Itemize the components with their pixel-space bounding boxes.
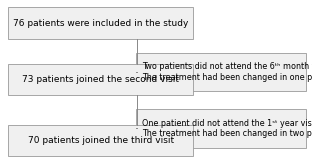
FancyBboxPatch shape	[136, 53, 306, 91]
FancyBboxPatch shape	[8, 64, 193, 95]
Text: 70 patients joined the third visit: 70 patients joined the third visit	[27, 136, 174, 145]
Text: 73 patients joined the second visit: 73 patients joined the second visit	[22, 75, 179, 84]
FancyBboxPatch shape	[8, 7, 193, 39]
Text: One patient did not attend the 1ˢᵗ year visit.
The treatment had been changed in: One patient did not attend the 1ˢᵗ year …	[142, 119, 312, 138]
FancyBboxPatch shape	[136, 109, 306, 148]
FancyBboxPatch shape	[8, 125, 193, 156]
Text: 76 patients were included in the study: 76 patients were included in the study	[13, 19, 188, 28]
Text: Two patients did not attend the 6ᵗʰ month visit.
The treatment had been changed : Two patients did not attend the 6ᵗʰ mont…	[142, 62, 312, 82]
